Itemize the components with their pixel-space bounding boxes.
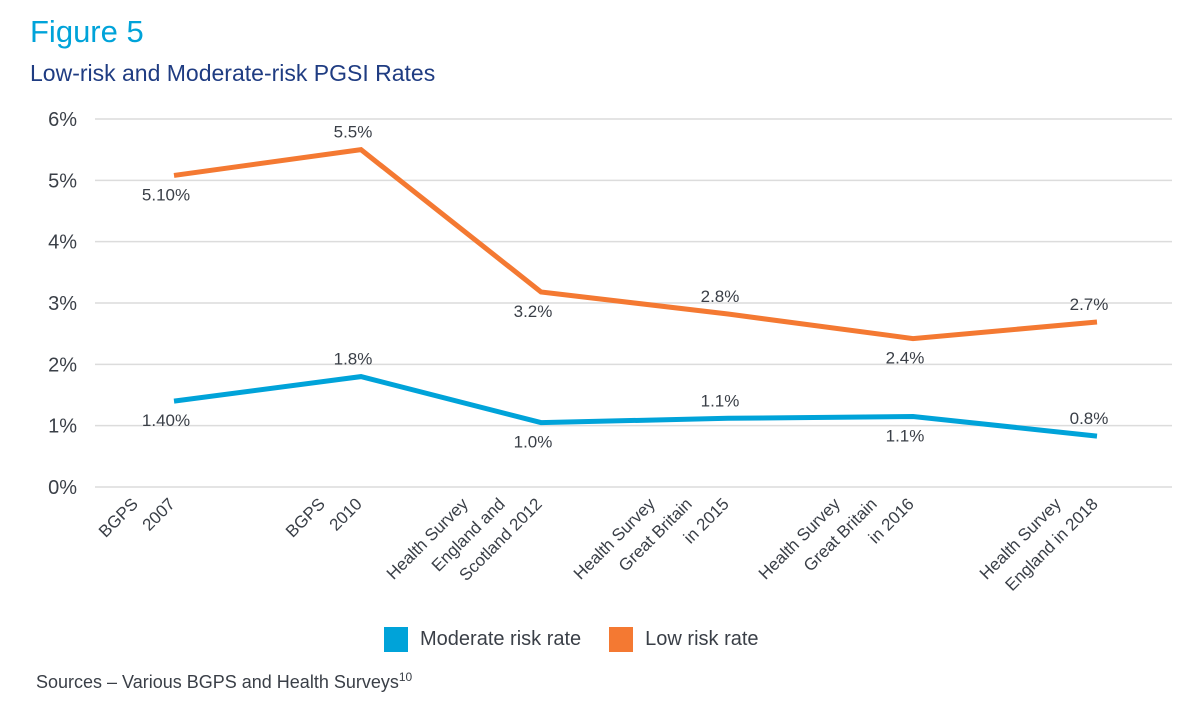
source-note: Sources – Various BGPS and Health Survey… bbox=[36, 670, 412, 693]
y-axis-ticks: 0% 1% 2% 3% 4% 5% 6% bbox=[48, 109, 77, 499]
y-tick-label: 2% bbox=[48, 354, 77, 376]
line-chart: 0% 1% 2% 3% 4% 5% 6% 1.40% 1.8% 1.0% 1.1% 1.1% 0.8%… bbox=[48, 109, 1172, 595]
y-tick-label: 1% bbox=[48, 416, 77, 438]
data-labels: 1.40% 1.8% 1.0% 1.1% 1.1% 0.8% 5.10% 5.5% 3.2% 2.… bbox=[142, 123, 1108, 452]
y-tick-label: 0% bbox=[48, 477, 77, 499]
legend-label-moderate-risk: Moderate risk rate bbox=[420, 628, 582, 650]
x-tick-label-line: 2010 bbox=[326, 494, 366, 534]
data-label: 1.40% bbox=[142, 411, 190, 430]
gridlines bbox=[95, 118, 1172, 488]
y-tick-label: 5% bbox=[48, 170, 77, 192]
y-tick-label: 4% bbox=[48, 232, 77, 254]
data-label: 3.2% bbox=[514, 302, 553, 321]
x-tick-label-line: BGPS bbox=[95, 494, 142, 541]
figure-label: Figure 5 bbox=[30, 14, 144, 49]
legend-item-low-risk: Low risk rate bbox=[609, 627, 759, 652]
legend-swatch-low-risk bbox=[609, 627, 634, 652]
legend: Moderate risk rate Low risk rate bbox=[384, 627, 787, 652]
data-label: 1.8% bbox=[334, 350, 373, 369]
data-label: 2.7% bbox=[1070, 295, 1109, 314]
y-tick-label: 6% bbox=[48, 109, 77, 131]
data-label: 0.8% bbox=[1070, 409, 1109, 428]
series-line-moderate-risk bbox=[173, 374, 1098, 439]
data-label: 5.5% bbox=[334, 123, 373, 142]
data-label: 1.1% bbox=[886, 426, 925, 445]
source-text: Sources – Various BGPS and Health Survey… bbox=[36, 672, 399, 692]
chart-title: Low-risk and Moderate-risk PGSI Rates bbox=[30, 60, 436, 86]
legend-label-low-risk: Low risk rate bbox=[645, 628, 759, 650]
x-tick-label-line: 2007 bbox=[139, 494, 179, 534]
legend-item-moderate-risk: Moderate risk rate bbox=[384, 627, 581, 652]
series-lines bbox=[173, 147, 1098, 439]
data-label: 5.10% bbox=[142, 185, 190, 204]
legend-swatch-moderate-risk bbox=[384, 627, 408, 652]
data-label: 1.0% bbox=[514, 433, 553, 452]
data-label: 2.4% bbox=[886, 349, 925, 368]
x-tick-label-line: BGPS bbox=[282, 494, 329, 541]
footnote-ref: 10 bbox=[398, 670, 413, 684]
y-tick-label: 3% bbox=[48, 293, 77, 315]
data-label: 1.1% bbox=[701, 391, 740, 410]
series-line-low-risk bbox=[173, 147, 1098, 342]
data-label: 2.8% bbox=[701, 287, 740, 306]
